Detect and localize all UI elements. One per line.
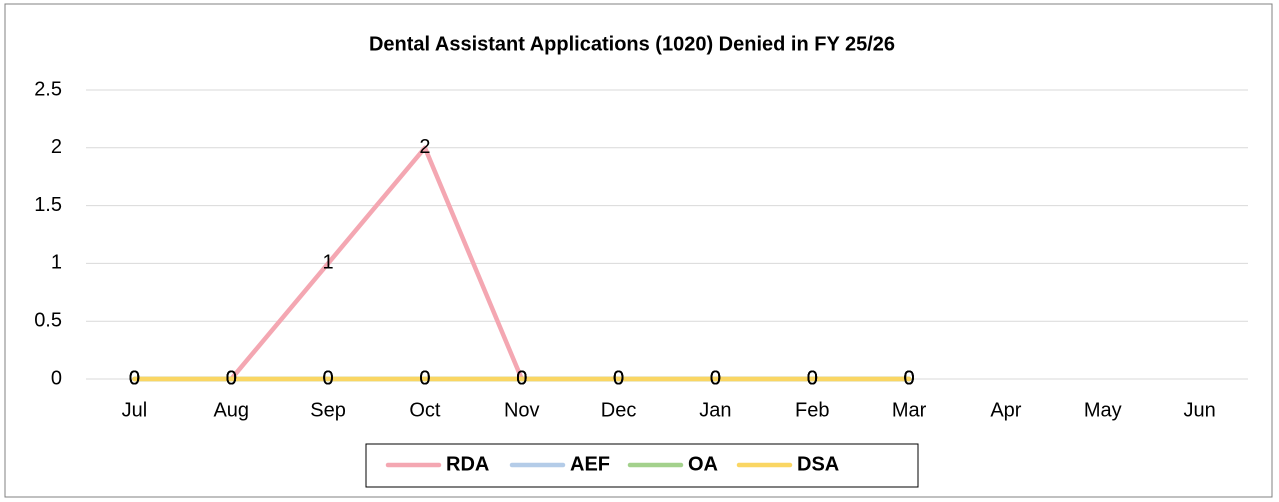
- data-label: 0: [129, 367, 140, 389]
- data-label: 0: [419, 367, 430, 389]
- x-tick-label: Aug: [213, 399, 249, 421]
- data-label: 0: [323, 367, 334, 389]
- data-label: 0: [613, 367, 624, 389]
- data-label: 0: [613, 367, 624, 389]
- data-label: 0: [613, 367, 624, 389]
- data-label: 0: [323, 367, 334, 389]
- data-label: 0: [904, 367, 915, 389]
- data-label: 0: [710, 367, 721, 389]
- data-label: 1: [323, 252, 334, 274]
- x-tick-label: Jul: [122, 399, 148, 421]
- legend-label: RDA: [446, 453, 489, 475]
- data-label: 0: [516, 367, 527, 389]
- legend-label: DSA: [797, 453, 839, 475]
- data-label: 0: [904, 367, 915, 389]
- x-tick-label: Jan: [699, 399, 731, 421]
- y-tick-label: 2.5: [34, 78, 62, 100]
- y-tick-label: 1: [51, 252, 62, 274]
- legend-label: OA: [688, 453, 718, 475]
- y-tick-label: 2: [51, 136, 62, 158]
- data-label: 0: [710, 367, 721, 389]
- y-tick-label: 0: [51, 367, 62, 389]
- data-label: 0: [904, 367, 915, 389]
- x-tick-label: Feb: [795, 399, 829, 421]
- data-label: 0: [613, 367, 624, 389]
- data-label: 0: [807, 367, 818, 389]
- x-tick-label: Apr: [990, 399, 1021, 421]
- data-label: 0: [807, 367, 818, 389]
- x-tick-label: Sep: [310, 399, 346, 421]
- x-tick-label: May: [1084, 399, 1122, 421]
- data-label: 0: [904, 367, 915, 389]
- y-tick-label: 1.5: [34, 194, 62, 216]
- x-tick-label: Nov: [504, 399, 540, 421]
- data-label: 0: [226, 367, 237, 389]
- data-label: 0: [516, 367, 527, 389]
- data-label: 0: [710, 367, 721, 389]
- data-label: 0: [129, 367, 140, 389]
- x-tick-label: Mar: [892, 399, 927, 421]
- data-label: 0: [516, 367, 527, 389]
- data-label: 0: [323, 367, 334, 389]
- x-tick-label: Oct: [409, 399, 441, 421]
- x-tick-label: Dec: [601, 399, 637, 421]
- data-label: 2: [419, 136, 430, 158]
- data-label: 0: [807, 367, 818, 389]
- chart-border: [4, 3, 1273, 498]
- data-label: 0: [419, 367, 430, 389]
- data-label: 0: [516, 367, 527, 389]
- x-tick-label: Jun: [1183, 399, 1215, 421]
- y-tick-label: 0.5: [34, 309, 62, 331]
- data-label: 0: [129, 367, 140, 389]
- chart-title: Dental Assistant Applications (1020) Den…: [369, 33, 895, 55]
- legend-label: AEF: [570, 453, 610, 475]
- data-label: 0: [710, 367, 721, 389]
- data-label: 0: [807, 367, 818, 389]
- data-label: 0: [226, 367, 237, 389]
- data-label: 0: [419, 367, 430, 389]
- data-label: 0: [226, 367, 237, 389]
- data-label: 0: [226, 367, 237, 389]
- data-label: 0: [129, 367, 140, 389]
